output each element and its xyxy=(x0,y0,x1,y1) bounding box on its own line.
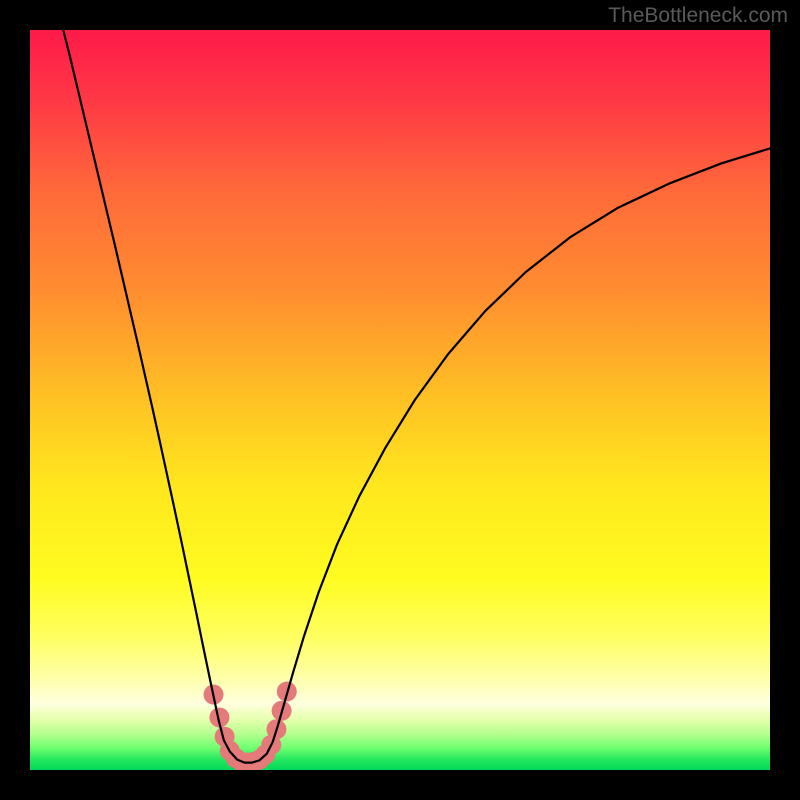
chart-svg xyxy=(30,30,770,770)
watermark-text: TheBottleneck.com xyxy=(608,4,788,28)
plot-area xyxy=(30,30,770,770)
gradient-background xyxy=(30,30,770,770)
